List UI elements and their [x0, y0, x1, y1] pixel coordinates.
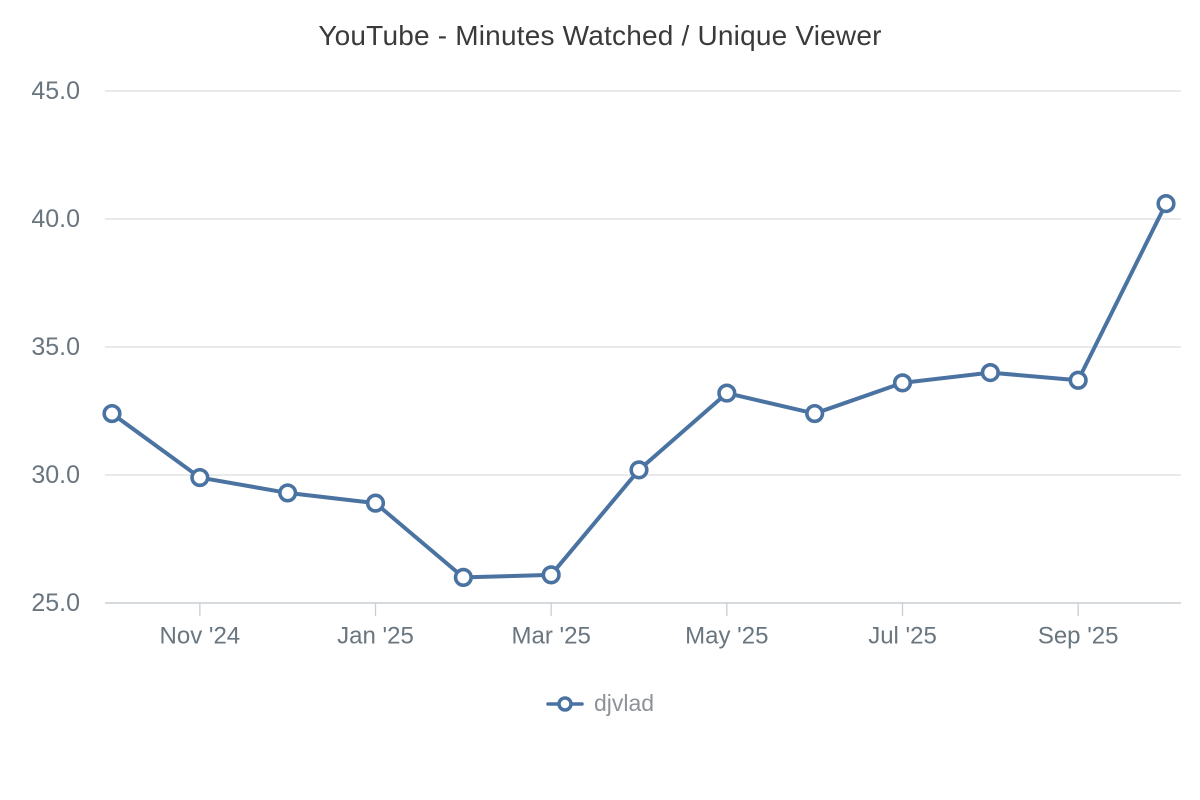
data-point-jan-25[interactable]	[365, 493, 386, 513]
chart-title: YouTube - Minutes Watched / Unique Viewe…	[318, 20, 882, 51]
legend-series-marker-icon	[546, 695, 584, 712]
y-axis-label: 35.0	[31, 333, 80, 361]
data-point-may-25[interactable]	[717, 383, 737, 403]
legend: djvlad	[0, 690, 1200, 717]
series-line-djvlad	[110, 201, 1168, 580]
legend-series-label: djvlad	[593, 690, 655, 716]
x-axis-label: Mar '25	[512, 623, 591, 650]
x-axis-label: Jul '25	[868, 623, 937, 650]
data-point-dec-24[interactable]	[278, 483, 298, 503]
data-point-jun-25[interactable]	[805, 403, 825, 424]
x-axis-label: May '25	[685, 623, 768, 650]
data-point-feb-25[interactable]	[453, 567, 473, 588]
data-point-mar-25[interactable]	[541, 565, 561, 585]
x-axis-label: Nov '24	[160, 623, 241, 650]
data-point-nov-24[interactable]	[190, 467, 210, 488]
legend-item-djvlad[interactable]: djvlad	[546, 690, 654, 717]
y-axis-label: 25.0	[31, 589, 80, 617]
data-point-sep-25[interactable]	[1068, 370, 1088, 390]
data-point-jul-25[interactable]	[892, 373, 913, 393]
data-point-oct-24[interactable]	[102, 403, 122, 424]
data-point-oct-25[interactable]	[1156, 194, 1176, 214]
x-axis-label: Sep '25	[1038, 623, 1119, 650]
y-axis-label: 45.0	[31, 77, 80, 105]
data-point-apr-25[interactable]	[629, 460, 649, 480]
x-axis-label: Jan '25	[337, 623, 414, 650]
y-axis-label: 40.0	[31, 205, 80, 233]
data-point-aug-25[interactable]	[980, 363, 1000, 383]
y-axis-label: 30.0	[31, 461, 80, 489]
